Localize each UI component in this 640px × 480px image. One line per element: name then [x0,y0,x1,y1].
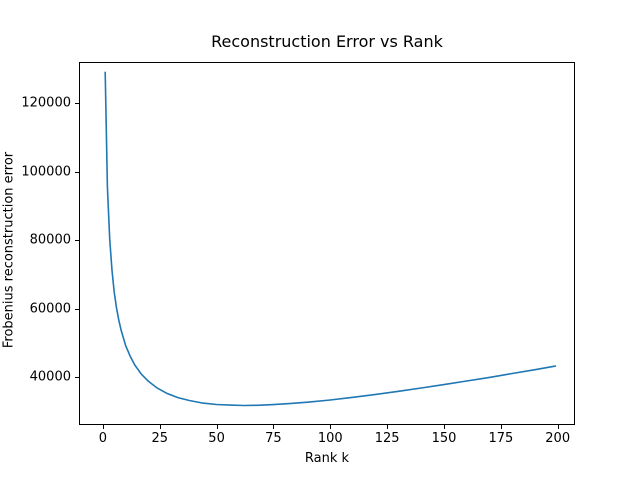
x-tick-label: 100 [317,431,343,446]
x-tick-label: 200 [545,431,571,446]
x-tick-label: 150 [431,431,457,446]
x-tick-mark [387,425,389,429]
y-tick-label: 120000 [21,95,71,111]
error-curve [104,71,557,407]
x-tick-mark [102,425,104,429]
x-tick-label: 175 [488,431,514,446]
y-tick-mark [75,377,79,379]
x-tick-mark [557,425,559,429]
y-tick-mark [75,103,79,105]
plot-area [79,62,575,425]
x-tick-mark [273,425,275,429]
x-tick-label: 25 [151,431,168,446]
chart-title: Reconstruction Error vs Rank [211,32,443,51]
y-tick-mark [75,171,79,173]
y-tick-label: 100000 [21,164,71,180]
x-tick-mark [330,425,332,429]
x-tick-mark [500,425,502,429]
y-tick-mark [75,308,79,310]
x-axis-label: Rank k [304,451,350,466]
y-axis-label: Frobenius reconstruction error [1,151,17,349]
x-tick-mark [444,425,445,429]
y-tick-mark [75,240,79,242]
x-tick-label: 75 [265,431,282,446]
x-tick-label: 125 [374,431,400,446]
y-tick-label: 40000 [29,369,71,385]
x-tick-label: 50 [208,431,225,446]
y-tick-label: 60000 [29,301,71,317]
y-tick-label: 80000 [29,232,71,248]
x-tick-mark [216,425,218,429]
x-tick-label: 0 [98,431,108,446]
x-tick-mark [159,425,161,429]
line-series-svg [104,71,557,407]
